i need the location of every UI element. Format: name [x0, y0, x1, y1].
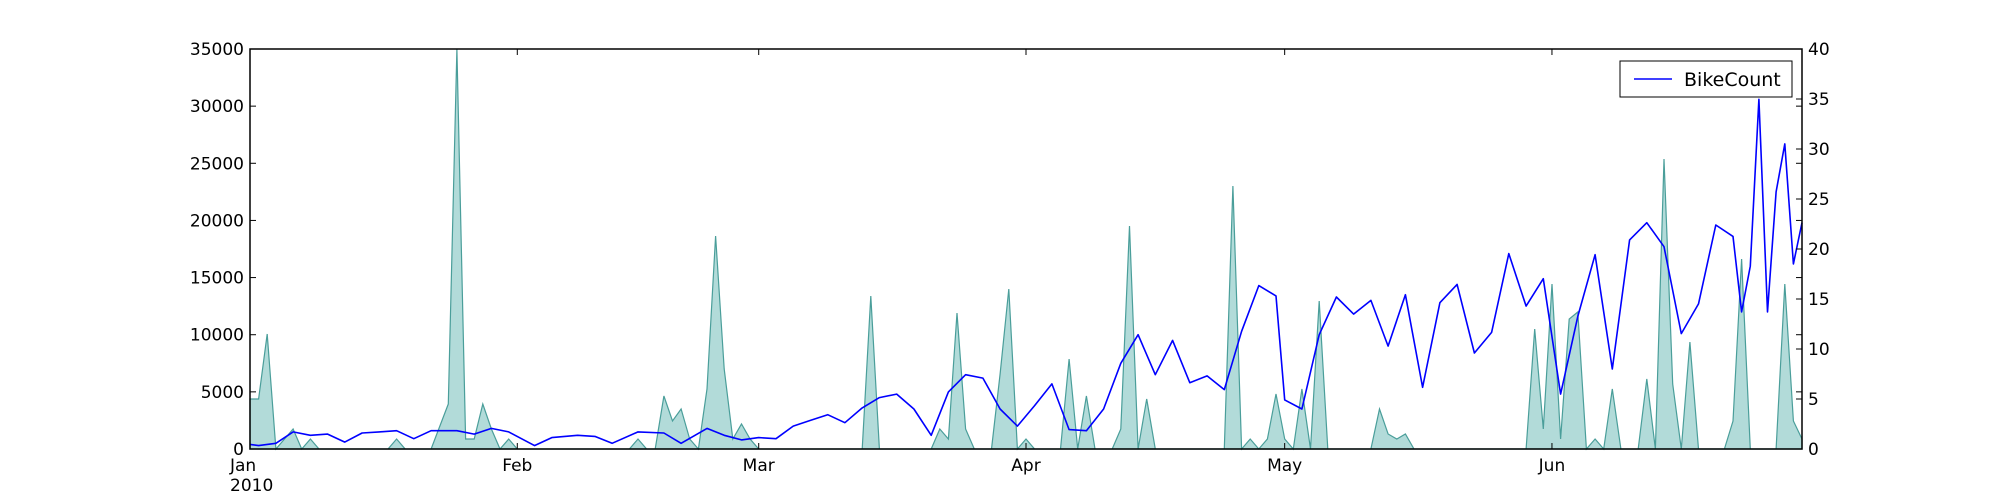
- x-tick-label: Jan: [229, 456, 256, 476]
- x-tick-label: Mar: [743, 456, 775, 476]
- legend: BikeCount: [1619, 60, 1793, 98]
- y-axis-right: 0 5 10 15 20 25 30 35 40: [1796, 40, 1830, 460]
- area-1: [249, 48, 1803, 451]
- y-axis-left: 0 5000 10000 15000 20000 25000 30000 35000: [190, 40, 1802, 460]
- x-tick-label: Jun: [1538, 456, 1566, 476]
- y-left-tick-label: 15000: [190, 269, 244, 289]
- legend-box: [1619, 60, 1793, 98]
- y-right-tick-label: 0: [1808, 440, 1819, 460]
- y-right-tick-label: 35: [1808, 90, 1830, 110]
- x-tick-label: Feb: [502, 456, 532, 476]
- y-left-tick-label: 30000: [190, 97, 244, 117]
- x-tick-sublabel: 2010: [230, 476, 273, 496]
- y-left-tick-label: 5000: [201, 383, 244, 403]
- y-left-tick-label: 25000: [190, 154, 244, 174]
- y-right-tick-label: 20: [1808, 240, 1830, 260]
- y-right-tick-label: 5: [1808, 390, 1819, 410]
- y-left-tick-label: 0: [233, 440, 244, 460]
- legend-label: BikeCount: [1684, 69, 1781, 91]
- x-tick-label: Apr: [1011, 456, 1040, 476]
- y-right-tick-label: 40: [1808, 40, 1830, 60]
- y-right-tick-label: 15: [1808, 290, 1830, 310]
- y-right-tick-label: 25: [1808, 190, 1830, 210]
- series-line-BikeCount: [249, 98, 1803, 447]
- y-right-tick-label: 10: [1808, 340, 1830, 360]
- y-left-tick-label: 20000: [190, 211, 244, 231]
- y-right-tick-label: 30: [1808, 140, 1830, 160]
- line-series: [249, 98, 1803, 447]
- y-left-tick-label: 35000: [190, 40, 244, 60]
- area-series: [249, 48, 1803, 451]
- x-tick-label: May: [1267, 456, 1302, 476]
- y-left-tick-label: 10000: [190, 326, 244, 346]
